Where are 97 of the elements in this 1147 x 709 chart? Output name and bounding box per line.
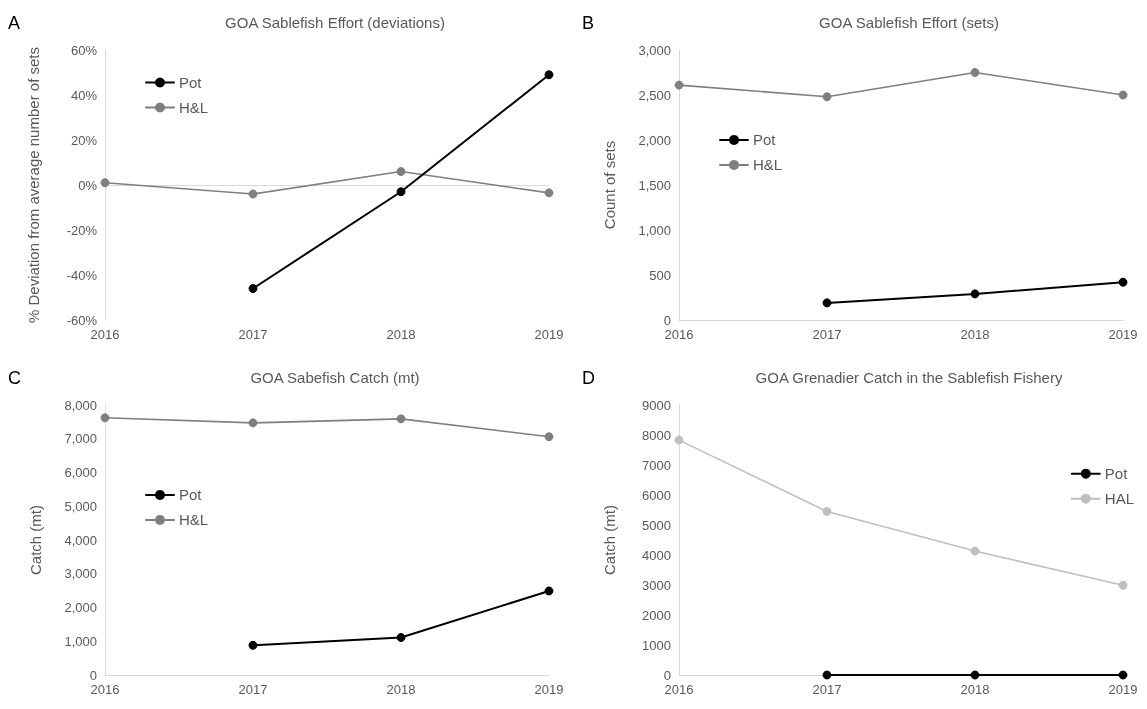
y-tick-label: 20% <box>70 132 98 148</box>
y-tick-label: 2,000 <box>638 132 671 148</box>
y-tick-label: 1,000 <box>64 633 97 649</box>
point <box>1118 670 1128 680</box>
y-tick-label: 0 <box>663 312 671 328</box>
y-tick-label: 4,000 <box>64 532 97 548</box>
point <box>674 435 684 445</box>
y-axis-title: Catch (mt) <box>601 504 618 576</box>
x-tick-label: 2018 <box>386 682 416 697</box>
text: D <box>582 368 595 388</box>
y-tick-label: 40% <box>70 87 98 103</box>
y-tick-label: 2,500 <box>638 87 671 103</box>
point <box>396 167 406 176</box>
x-tick-label: 2018 <box>386 327 416 342</box>
x-tick-label: 2016 <box>90 327 120 342</box>
point <box>544 432 554 442</box>
y-tick-label: -20% <box>66 222 98 238</box>
y-tick-label: 3000 <box>642 577 671 593</box>
y-tick-label: 2,000 <box>64 600 97 615</box>
point <box>248 284 258 293</box>
legend-label: Pot <box>179 486 203 504</box>
x-tick-label: 2019 <box>1108 327 1138 342</box>
y-tick-label: 6,000 <box>64 465 97 480</box>
y-axis-title: % Deviation from average number of sets <box>25 47 42 323</box>
y-tick-label: 3,000 <box>638 42 671 58</box>
x-tick-label: 2017 <box>238 327 268 342</box>
point <box>100 413 110 423</box>
y-tick-label: 1000 <box>642 637 671 653</box>
point <box>970 670 980 680</box>
chart-title: GOA Grenadier Catch in the Sablefish Fishery <box>755 369 1063 386</box>
legend-label: Pot <box>1104 465 1129 483</box>
point <box>674 80 684 90</box>
point <box>396 633 406 643</box>
y-tick-label: 0 <box>89 667 97 683</box>
x-tick-label: 2019 <box>534 682 564 697</box>
legend-label: H&L <box>179 511 209 529</box>
text: A <box>8 13 21 33</box>
x-tick-label: 2016 <box>664 327 694 342</box>
y-tick-label: 5000 <box>642 517 671 533</box>
chart-title: GOA Sablefish Effort (deviations) <box>225 14 445 31</box>
x-tick-label: 2018 <box>960 682 990 697</box>
y-tick-label: 1,000 <box>638 222 671 238</box>
point <box>822 507 832 516</box>
x-tick-label: 2019 <box>534 327 564 342</box>
text: C <box>8 368 21 388</box>
point <box>100 178 110 188</box>
legend-label: Pot <box>753 131 777 149</box>
point <box>970 546 980 556</box>
y-tick-label: 4000 <box>642 547 671 563</box>
point <box>1118 580 1128 590</box>
text: B <box>582 13 595 33</box>
point <box>970 289 980 299</box>
y-tick-label: 500 <box>649 267 671 283</box>
y-tick-label: 1,500 <box>638 177 671 193</box>
y-axis-title: Catch (mt) <box>27 504 44 576</box>
y-tick-label: 3,000 <box>64 566 97 582</box>
point <box>544 586 554 596</box>
point <box>544 70 554 80</box>
y-axis-title: Count of sets <box>601 140 618 230</box>
y-tick-label: -40% <box>66 267 98 283</box>
point <box>970 68 980 77</box>
point <box>822 298 832 308</box>
x-tick-label: 2018 <box>960 327 990 342</box>
x-tick-label: 2016 <box>664 682 694 697</box>
y-tick-label: 60% <box>70 42 98 58</box>
chart-title: GOA Sabefish Catch (mt) <box>250 369 420 386</box>
y-tick-label: 2000 <box>642 607 671 623</box>
legend-label: H&L <box>753 156 783 174</box>
point <box>396 414 406 424</box>
point <box>248 640 258 650</box>
y-tick-label: 7,000 <box>64 431 97 447</box>
y-tick-label: 0 <box>663 667 671 683</box>
point <box>248 418 258 428</box>
x-tick-label: 2017 <box>812 327 842 342</box>
y-tick-label: 0% <box>78 177 98 193</box>
point <box>822 92 832 102</box>
chart-title: GOA Sablefish Effort (sets) <box>819 14 999 31</box>
x-tick-label: 2017 <box>812 682 842 697</box>
point <box>248 189 258 199</box>
x-tick-label: 2017 <box>238 682 268 697</box>
legend-label: H&L <box>179 99 209 116</box>
point <box>1118 277 1128 287</box>
y-tick-label: 8000 <box>642 427 671 443</box>
y-tick-label: 6000 <box>642 487 671 503</box>
point <box>544 188 554 198</box>
point <box>822 670 832 680</box>
x-tick-label: 2019 <box>1108 682 1138 697</box>
legend-label: Pot <box>179 74 203 91</box>
y-tick-label: 9000 <box>642 397 671 413</box>
legend-label: HAL <box>1104 490 1135 508</box>
y-tick-label: 5,000 <box>64 498 97 514</box>
point <box>1118 90 1128 100</box>
point <box>396 187 406 197</box>
x-tick-label: 2016 <box>90 682 120 697</box>
y-tick-label: 8,000 <box>64 397 97 413</box>
y-tick-label: -60% <box>66 312 98 328</box>
y-tick-label: 7000 <box>642 457 671 473</box>
